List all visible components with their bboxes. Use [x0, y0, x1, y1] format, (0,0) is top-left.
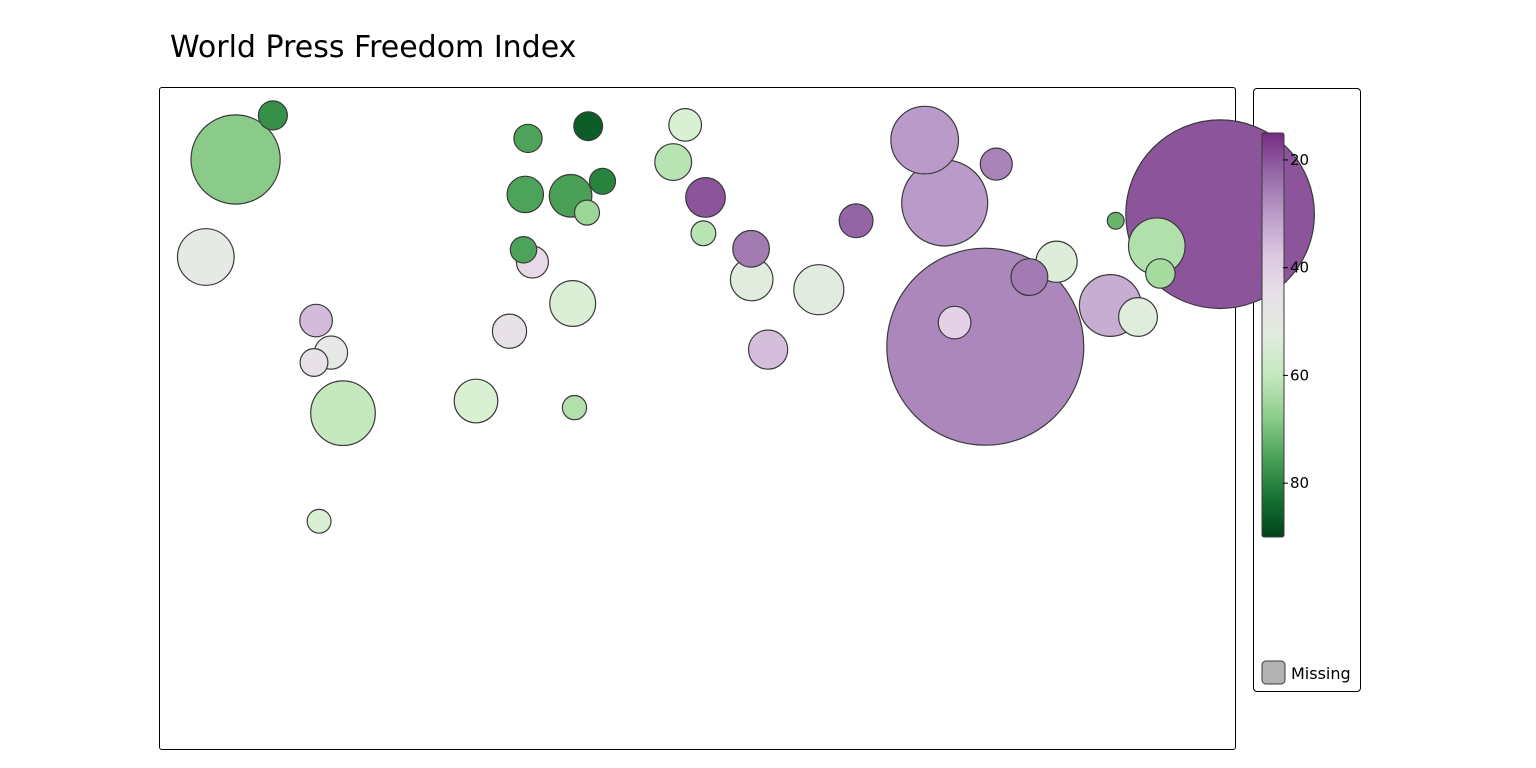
legend-tick-label: 60	[1290, 366, 1309, 384]
country-bubble	[588, 167, 617, 195]
country-bubble	[453, 378, 499, 424]
country-bubble	[299, 303, 334, 338]
missing-label: Missing	[1291, 664, 1351, 683]
legend-tick-label: 80	[1290, 474, 1309, 492]
bubble-layer	[176, 100, 1315, 534]
country-bubble	[890, 105, 960, 175]
country-bubble	[1117, 297, 1158, 338]
country-bubble	[668, 108, 703, 142]
color-scale-bar	[1261, 132, 1285, 538]
country-bubble	[937, 305, 972, 340]
country-bubble	[732, 229, 770, 268]
map-panel	[159, 87, 1236, 750]
country-bubble	[573, 199, 601, 226]
legend-ticks: 20 40 60 80	[1283, 151, 1309, 492]
country-bubble	[1106, 211, 1125, 230]
country-bubble	[573, 111, 604, 142]
country-bubble	[306, 508, 332, 534]
country-bubble	[1010, 258, 1049, 297]
country-bubble	[549, 280, 597, 328]
country-bubble	[310, 380, 376, 447]
country-bubble	[176, 228, 235, 286]
legend-panel	[1253, 88, 1361, 692]
country-bubble	[690, 220, 717, 247]
color-legend: 20 40 60 80 Missing	[1261, 132, 1351, 685]
country-bubble	[491, 313, 528, 349]
country-bubble	[190, 114, 281, 205]
country-bubble	[886, 247, 1085, 446]
country-bubble	[506, 175, 545, 214]
legend-tick-label: 40	[1290, 259, 1309, 277]
missing-swatch	[1261, 660, 1286, 685]
country-bubble	[299, 348, 329, 378]
map-title: World Press Freedom Index	[170, 30, 577, 65]
country-bubble	[1145, 258, 1176, 289]
country-bubble	[747, 329, 789, 370]
country-bubble	[509, 236, 538, 264]
legend-tick-label: 20	[1290, 151, 1309, 169]
country-bubble	[257, 100, 288, 131]
country-bubble	[793, 264, 845, 316]
country-bubble	[979, 147, 1013, 181]
country-bubble	[685, 176, 726, 218]
country-bubble	[561, 394, 588, 421]
country-bubble	[513, 123, 543, 154]
country-bubble	[838, 203, 874, 239]
country-bubble	[654, 143, 693, 182]
